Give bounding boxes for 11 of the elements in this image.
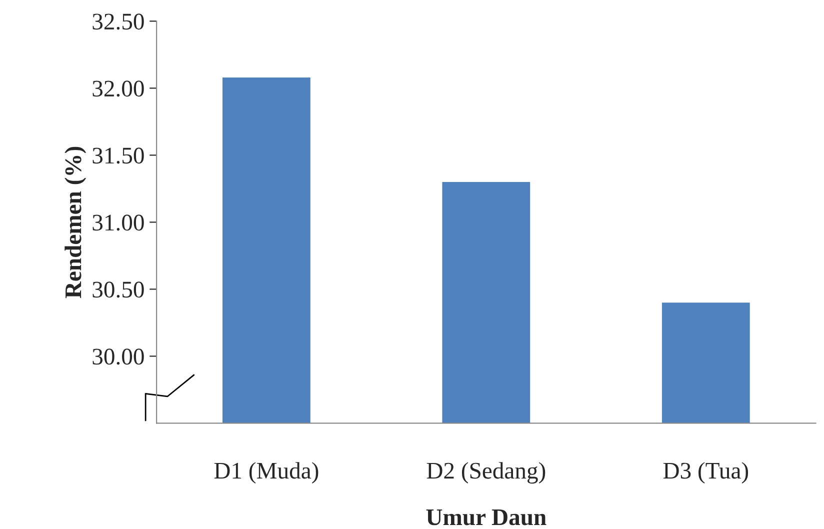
x-tick-label: D2 (Sedang) [426,462,546,484]
y-axis-title: Rendemen (%) [64,146,86,298]
y-tick-label: 31.50 [92,148,144,164]
x-tick-label: D3 (Tua) [663,462,748,484]
y-tick-label: 32.50 [92,14,144,30]
y-tick-label: 30.00 [92,348,144,365]
y-tick-label: 32.00 [92,80,144,97]
x-tick-label: D1 (Muda) [214,462,318,484]
y-tick-label: 30.50 [92,282,144,298]
y-tick-label: 31.00 [92,214,144,231]
x-axis-title: Umur Daun [426,509,546,526]
